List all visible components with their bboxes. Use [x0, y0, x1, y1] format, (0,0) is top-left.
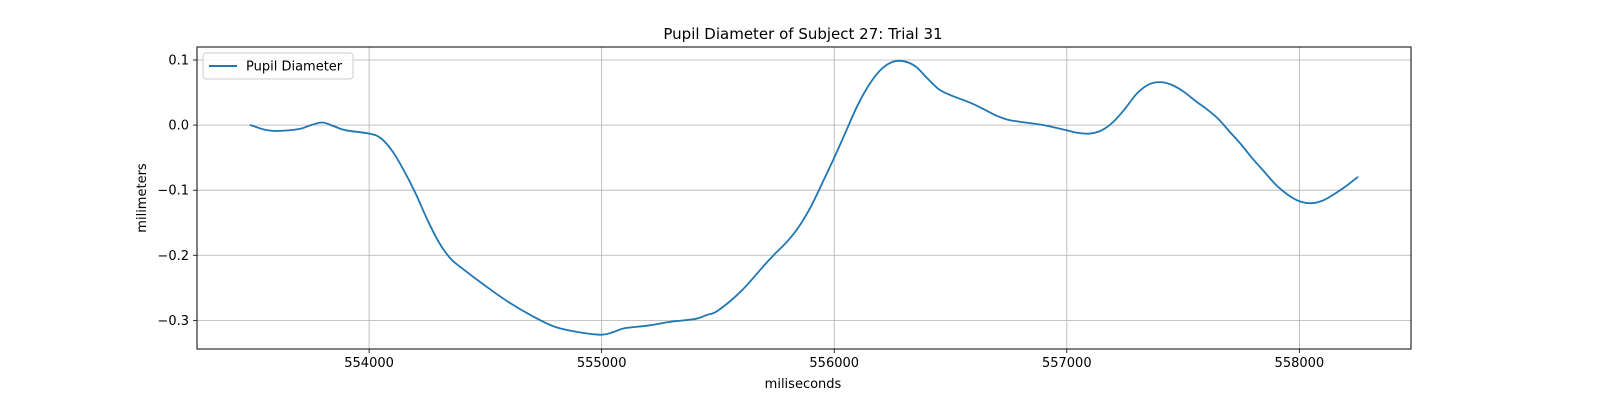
- y-tick-label: 0.0: [168, 119, 189, 134]
- legend-entry-label: Pupil Diameter: [246, 60, 343, 75]
- axes: 554000 555000 556000 557000 558000 0.1 0.0 −0.1…: [157, 46, 1412, 371]
- x-axis-label: miliseconds: [765, 377, 842, 392]
- x-tick-label: 558000: [1275, 356, 1325, 371]
- x-tick-label: 556000: [809, 356, 859, 371]
- x-tick-label: 555000: [577, 356, 627, 371]
- grid-lines: [197, 47, 1411, 349]
- y-tick-label: −0.2: [157, 249, 189, 264]
- y-tick-label: −0.1: [157, 184, 189, 199]
- y-tick-label: 0.1: [168, 54, 189, 69]
- x-tick-label: 557000: [1042, 356, 1092, 371]
- y-tick-label: −0.3: [157, 314, 189, 329]
- y-axis-label: milimeters: [135, 163, 150, 233]
- axes-frame: [196, 46, 1412, 350]
- x-tick-label: 554000: [344, 356, 394, 371]
- chart-title: Pupil Diameter of Subject 27: Trial 31: [663, 25, 942, 43]
- plot-area: [249, 59, 1359, 336]
- series-line-pupil-diameter: [249, 59, 1359, 336]
- legend: Pupil Diameter: [202, 52, 354, 80]
- legend-box: [202, 52, 354, 80]
